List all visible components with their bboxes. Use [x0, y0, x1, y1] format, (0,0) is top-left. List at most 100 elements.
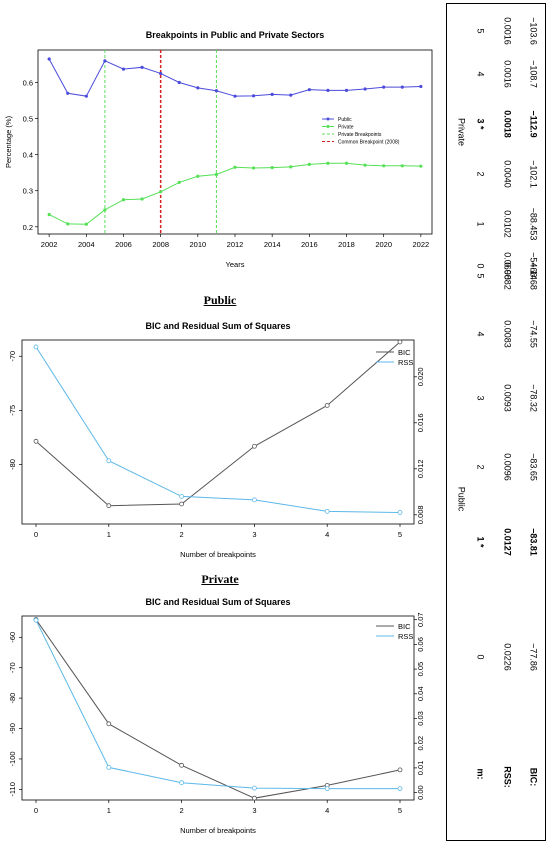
y-left-tick-label: -60 [8, 632, 17, 643]
point-private [419, 164, 423, 168]
point-bic [251, 795, 257, 801]
point-private [344, 161, 349, 165]
y-right-tick-label: 0.00 [416, 785, 425, 800]
x-tick-label: 2018 [338, 240, 355, 249]
point-public [159, 71, 163, 76]
public-m-cell: 2 [476, 464, 486, 469]
x-tick-label: 1 [107, 806, 111, 815]
point-public [121, 67, 126, 71]
point-private [103, 208, 107, 212]
private-bic-rss-chart: BIC and Residual Sum of Squares 0 1 2 3 4 5 -60… [8, 597, 425, 835]
public-section-title: Public [203, 293, 237, 307]
public-m-cell: 3 [476, 395, 486, 400]
row-label-m: m: [476, 769, 486, 780]
point-public [363, 87, 367, 91]
private-rss-cell: 0.0016 [503, 60, 513, 88]
y-right-tick-label: 0.07 [416, 612, 425, 627]
point-public [233, 94, 237, 98]
x-tick-label: 5 [398, 806, 402, 815]
public-rss-cell: 0.0127 [503, 528, 513, 556]
breakpoint-results-table: Private 0 0.0698 −54.14 1 0.0102 −88.453 2 0.004… [446, 3, 546, 841]
point-private [400, 164, 404, 168]
y-right-tick-label: 0.020 [416, 367, 425, 386]
y-left-tick-label: -70 [8, 662, 17, 673]
public-m-cell: 5 [476, 273, 486, 278]
point-private [307, 162, 311, 166]
legend-label: RSS [398, 358, 413, 367]
y-tick-label: 0.5 [23, 115, 33, 124]
private-m-cell: 3 * [476, 118, 486, 130]
private-rss-cell: 0.0018 [503, 110, 513, 138]
point-rss [33, 617, 39, 623]
point-bic [106, 721, 112, 727]
private-rss-cell: 0.0698 [503, 252, 513, 280]
plot-frame [21, 339, 415, 525]
point-bic [179, 762, 185, 768]
point-private [159, 190, 163, 194]
private-section-title: Private [201, 572, 239, 586]
public-bic-cell: −78.32 [529, 384, 539, 412]
point-private [270, 166, 274, 170]
private-group-label: Private [457, 118, 467, 146]
x-tick-label: 4 [325, 806, 329, 815]
point-public [103, 59, 107, 63]
private-bic-cell: −102.1 [529, 160, 539, 188]
private-bic-cell: −103.6 [529, 17, 539, 45]
point-bic [251, 443, 257, 449]
point-private [289, 165, 293, 169]
y-left-tick-label: -70 [8, 351, 17, 362]
x-tick-label: 2 [180, 806, 184, 815]
y-left-tick-label: -80 [8, 459, 17, 470]
x-tick-label: 0 [34, 806, 38, 815]
public-m-cell: 1 * [476, 536, 486, 548]
point-bic [33, 438, 39, 444]
private-bic-cell: −108.7 [529, 60, 539, 88]
y-right-tick-label: 0.03 [416, 711, 425, 726]
plot-frame [21, 615, 415, 801]
point-public [251, 94, 256, 98]
private-bic-cell: −54.14 [529, 252, 539, 280]
point-public [382, 85, 386, 89]
y-axis-label: Percentage (%) [4, 115, 13, 168]
legend-label: BIC [398, 622, 411, 631]
chart-title: BIC and Residual Sum of Squares [145, 597, 290, 607]
x-tick-label: 2002 [41, 240, 58, 249]
point-private [326, 161, 330, 165]
x-tick-label: 3 [252, 530, 256, 539]
x-tick-label: 1 [107, 530, 111, 539]
legend-label: Public [338, 117, 352, 123]
y-right-tick-label: 0.05 [416, 662, 425, 677]
series-line-rss [35, 346, 401, 513]
point-rss [324, 508, 330, 514]
point-public [344, 88, 349, 93]
y-right-tick-label: 0.008 [416, 505, 425, 524]
legend-marker [326, 125, 330, 128]
point-bic [397, 339, 403, 345]
point-public [140, 65, 144, 69]
public-rss-cell: 0.0082 [503, 262, 513, 290]
breakpoints-chart: Breakpoints in Public and Private Sector… [4, 30, 433, 269]
chart-title: BIC and Residual Sum of Squares [145, 321, 290, 331]
y-right-tick-label: 0.016 [416, 413, 425, 432]
series-line-rss [35, 619, 400, 790]
x-tick-label: 2008 [152, 240, 169, 249]
legend-label: Common Breakpoint (2008) [338, 140, 400, 146]
y-tick-label: 0.3 [23, 187, 33, 196]
x-tick-label: 2020 [375, 240, 392, 249]
point-bic [324, 403, 330, 408]
point-private [214, 172, 219, 177]
chart-title: Breakpoints in Public and Private Sector… [146, 30, 325, 40]
point-private [84, 222, 88, 226]
point-bic [106, 503, 112, 509]
private-rss-cell: 0.0016 [503, 17, 513, 45]
x-tick-label: 2012 [227, 240, 244, 249]
point-public [66, 91, 70, 95]
point-rss [106, 458, 112, 464]
legend-label: RSS [398, 632, 413, 641]
x-tick-label: 0 [34, 530, 38, 539]
point-rss [251, 785, 257, 791]
x-tick-label: 2014 [264, 240, 281, 249]
point-public [400, 85, 404, 89]
private-m-cell: 4 [476, 71, 486, 76]
legend-label: Private [338, 125, 354, 131]
